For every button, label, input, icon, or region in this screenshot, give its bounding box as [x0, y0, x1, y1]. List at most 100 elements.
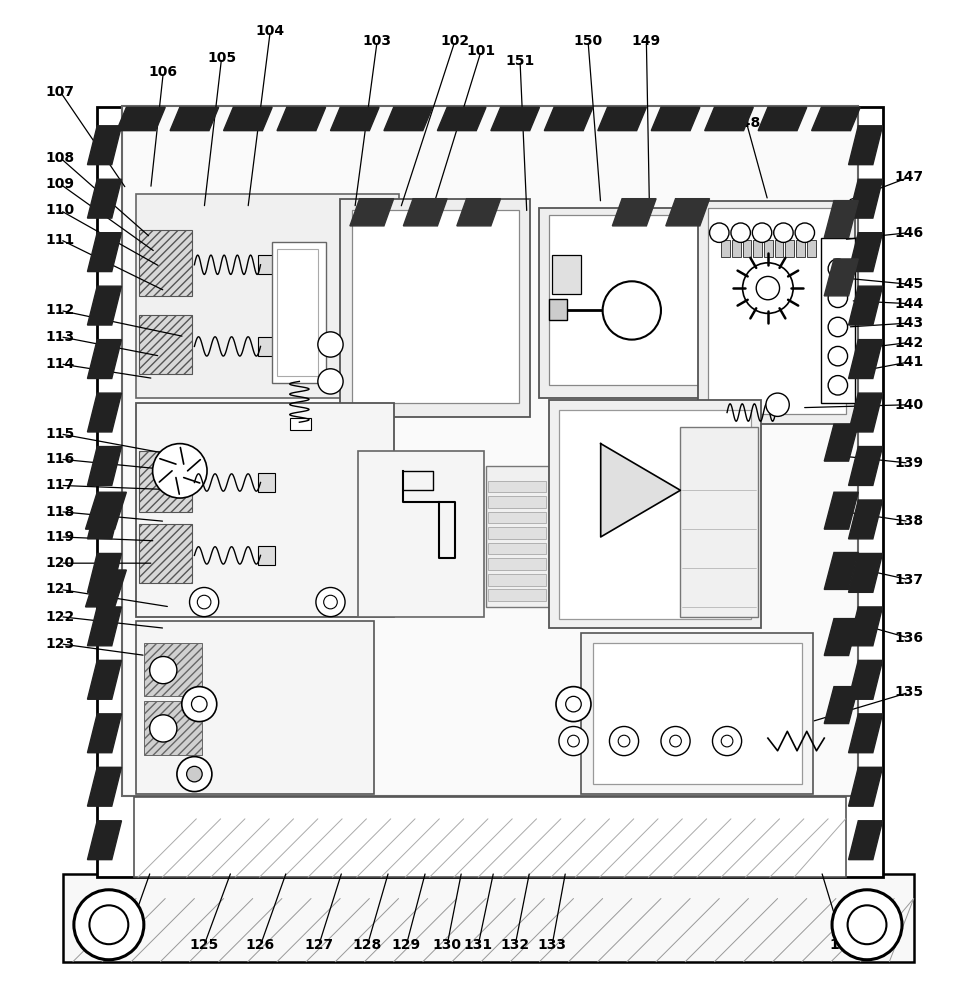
Polygon shape: [457, 199, 501, 226]
Circle shape: [182, 687, 217, 722]
Polygon shape: [87, 821, 122, 860]
Bar: [136, 194, 399, 398]
Bar: [559, 410, 751, 619]
Polygon shape: [824, 619, 858, 656]
Circle shape: [568, 735, 579, 747]
Bar: [721, 240, 730, 257]
Text: 143: 143: [894, 316, 923, 330]
Circle shape: [731, 223, 750, 242]
Bar: [290, 418, 311, 430]
Polygon shape: [849, 821, 883, 860]
Bar: [785, 240, 794, 257]
Bar: [488, 543, 546, 554]
Circle shape: [828, 376, 848, 395]
Bar: [539, 208, 748, 398]
Circle shape: [712, 726, 742, 756]
Polygon shape: [403, 199, 447, 226]
Text: 113: 113: [46, 330, 75, 344]
Bar: [272, 242, 326, 383]
Text: 114: 114: [46, 357, 75, 371]
Polygon shape: [601, 444, 680, 537]
Polygon shape: [651, 107, 700, 131]
Polygon shape: [824, 492, 858, 529]
Text: 107: 107: [46, 85, 75, 99]
Polygon shape: [491, 107, 539, 131]
Bar: [552, 255, 581, 294]
Text: 121: 121: [46, 582, 75, 596]
Text: 141: 141: [894, 355, 923, 369]
Circle shape: [832, 890, 902, 960]
Text: 145: 145: [894, 277, 923, 291]
Text: 124: 124: [110, 938, 139, 952]
Text: 132: 132: [501, 938, 530, 952]
Text: 133: 133: [538, 938, 567, 952]
Polygon shape: [87, 607, 122, 646]
Text: 120: 120: [46, 556, 75, 570]
Text: 102: 102: [440, 34, 469, 48]
Circle shape: [153, 444, 207, 498]
Polygon shape: [544, 107, 593, 131]
Bar: [144, 701, 202, 755]
Polygon shape: [277, 107, 326, 131]
Bar: [807, 240, 816, 257]
Polygon shape: [849, 447, 883, 485]
Polygon shape: [87, 286, 122, 325]
Polygon shape: [612, 199, 656, 226]
Circle shape: [721, 735, 733, 747]
Text: 126: 126: [246, 938, 275, 952]
Polygon shape: [849, 233, 883, 272]
Text: 140: 140: [894, 398, 923, 412]
Circle shape: [603, 281, 661, 340]
Bar: [258, 546, 275, 565]
Circle shape: [618, 735, 630, 747]
Polygon shape: [849, 126, 883, 165]
Text: 129: 129: [392, 938, 421, 952]
Bar: [488, 589, 546, 601]
Circle shape: [774, 223, 793, 242]
Circle shape: [190, 587, 219, 617]
Polygon shape: [849, 393, 883, 432]
Polygon shape: [849, 660, 883, 699]
Polygon shape: [705, 107, 753, 131]
Text: 139: 139: [894, 456, 923, 470]
Polygon shape: [824, 259, 858, 296]
Polygon shape: [117, 107, 165, 131]
Circle shape: [661, 726, 690, 756]
Polygon shape: [330, 107, 379, 131]
Polygon shape: [849, 553, 883, 592]
Bar: [488, 527, 546, 539]
Bar: [708, 208, 846, 414]
Polygon shape: [86, 492, 126, 529]
Text: 150: 150: [573, 34, 603, 48]
Circle shape: [795, 223, 815, 242]
Polygon shape: [849, 607, 883, 646]
Polygon shape: [87, 660, 122, 699]
Circle shape: [756, 276, 780, 300]
Bar: [139, 230, 192, 296]
Circle shape: [828, 288, 848, 308]
Text: 110: 110: [46, 203, 75, 217]
Bar: [136, 621, 374, 794]
Polygon shape: [812, 107, 860, 131]
Bar: [549, 215, 742, 385]
Circle shape: [316, 587, 345, 617]
Polygon shape: [849, 500, 883, 539]
Polygon shape: [758, 107, 807, 131]
Polygon shape: [87, 340, 122, 378]
Polygon shape: [849, 340, 883, 378]
Polygon shape: [824, 687, 858, 724]
Text: 149: 149: [632, 34, 661, 48]
Bar: [258, 337, 275, 356]
Text: 136: 136: [894, 631, 923, 645]
Polygon shape: [224, 107, 272, 131]
Circle shape: [89, 905, 128, 944]
Bar: [258, 473, 275, 492]
Bar: [488, 574, 546, 586]
Bar: [122, 106, 858, 796]
Polygon shape: [849, 179, 883, 218]
Bar: [139, 451, 192, 512]
Text: 122: 122: [46, 610, 75, 624]
Bar: [486, 466, 549, 607]
Circle shape: [177, 757, 212, 792]
Circle shape: [670, 735, 681, 747]
